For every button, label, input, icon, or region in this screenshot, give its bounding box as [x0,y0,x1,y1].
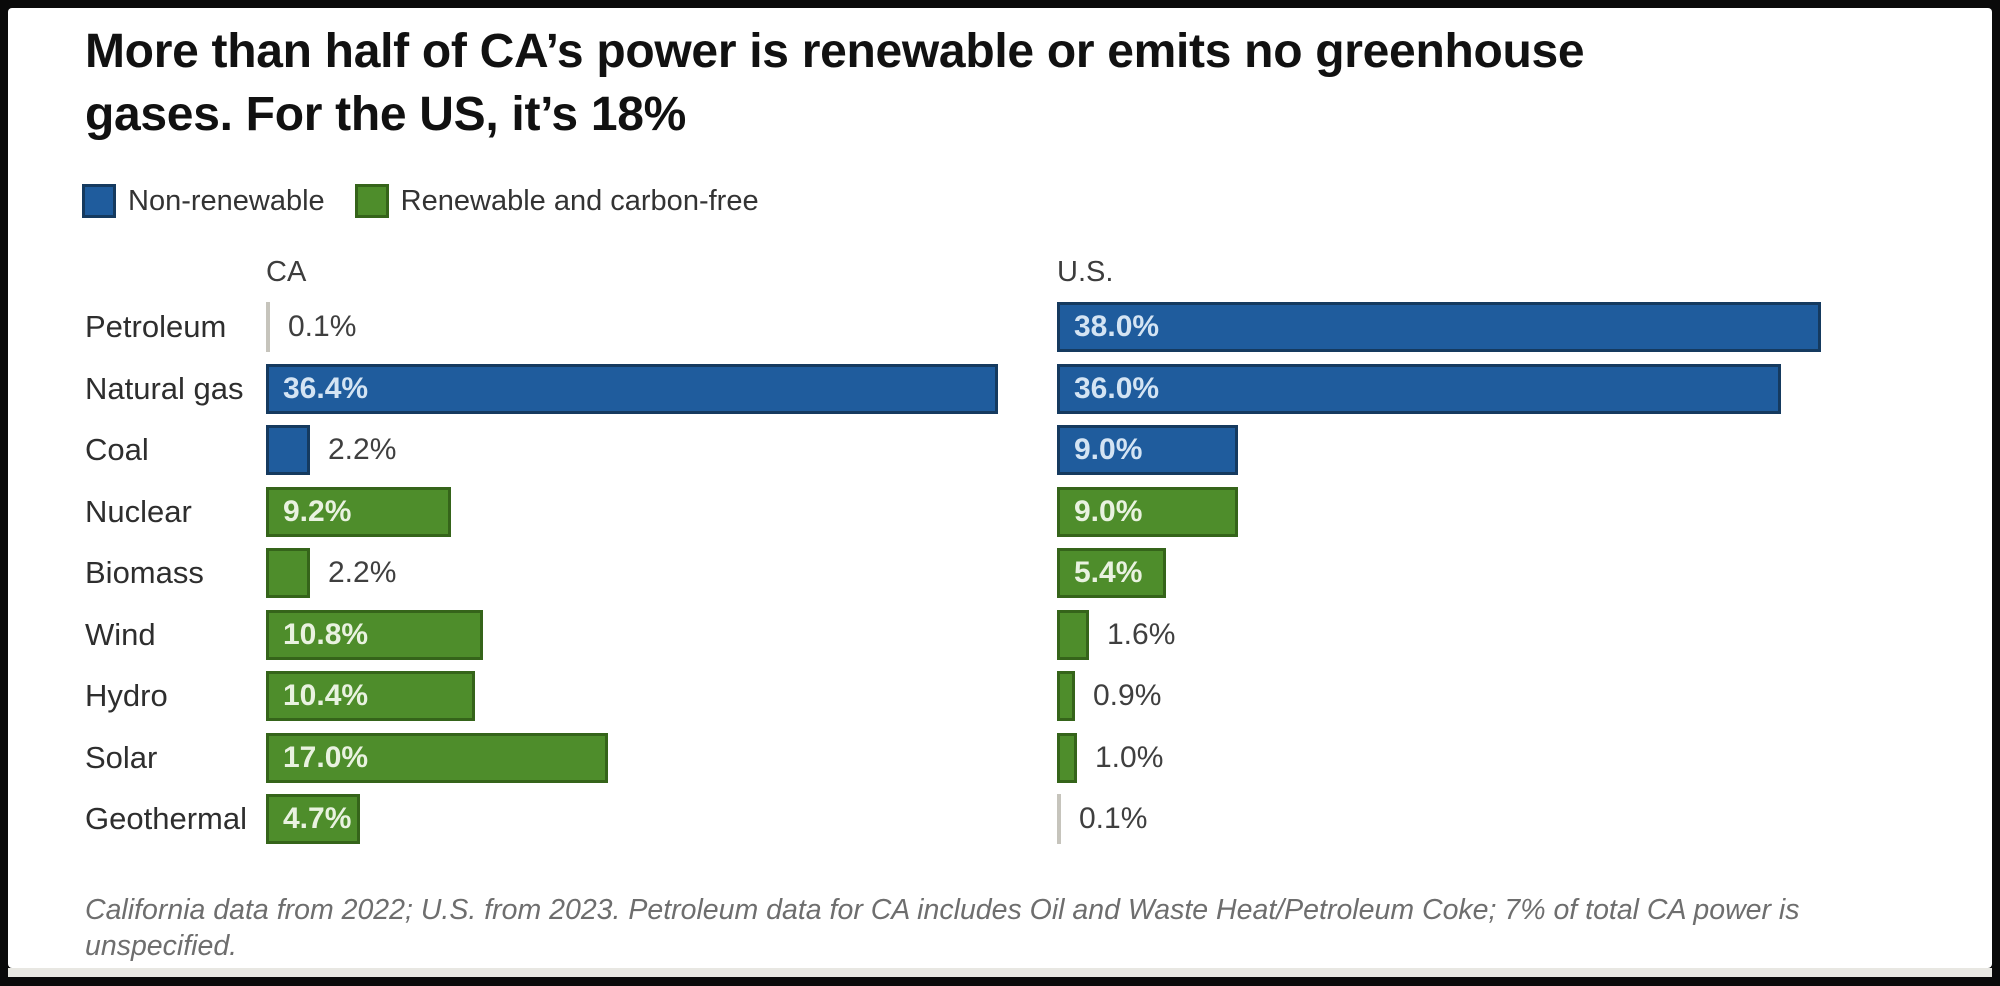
value-label-u-s--nuclear: 9.0% [1074,495,1143,528]
bar-ca-geothermal: 4.7% [266,794,360,844]
value-label-u-s--natural-gas: 36.0% [1074,372,1160,405]
category-label-petroleum: Petroleum [85,309,227,344]
value-label-u-s--geothermal: 0.1% [1079,802,1148,835]
legend-item-renewable: Renewable and carbon-free [354,184,759,218]
chart-title-line2: gases. For the US, it’s 18% [85,88,686,141]
legend-item-nonrenewable: Non-renewable [82,184,325,218]
bar-u-s--hydro [1057,671,1075,721]
category-label-natural-gas: Natural gas [85,371,244,406]
bar-u-s--natural-gas: 36.0% [1057,364,1781,414]
bar-ca-coal [266,425,310,475]
value-label-ca-biomass: 2.2% [328,556,397,589]
value-label-ca-coal: 2.2% [328,433,397,466]
bar-u-s--nuclear: 9.0% [1057,487,1238,537]
bar-u-s--petroleum: 38.0% [1057,302,1821,352]
chart-card: More than half of CA’s power is renewabl… [8,8,1992,968]
chart-title-line1: More than half of CA’s power is renewabl… [85,25,1585,78]
bar-u-s--coal: 9.0% [1057,425,1238,475]
category-label-coal: Coal [85,432,149,467]
bar-ca-natural-gas: 36.4% [266,364,998,414]
bar-u-s--biomass: 5.4% [1057,548,1166,598]
value-label-u-s--wind: 1.6% [1107,618,1176,651]
legend-label-nonrenewable: Non-renewable [128,184,325,217]
bar-u-s--geothermal [1057,794,1061,844]
value-label-u-s--coal: 9.0% [1074,433,1143,466]
category-label-geothermal: Geothermal [85,801,247,836]
renewable-swatch-icon [354,184,389,218]
value-label-ca-petroleum: 0.1% [288,310,357,343]
bar-ca-hydro: 10.4% [266,671,475,721]
bar-ca-wind: 10.8% [266,610,483,660]
column-header-ca: CA [266,256,307,288]
bar-ca-solar: 17.0% [266,733,608,783]
value-label-ca-hydro: 10.4% [283,679,369,712]
category-label-solar: Solar [85,740,158,775]
legend: Non-renewable Renewable and carbon-free [82,184,759,218]
category-label-hydro: Hydro [85,678,168,713]
bar-ca-biomass [266,548,310,598]
value-label-ca-geothermal: 4.7% [283,802,352,835]
category-label-nuclear: Nuclear [85,494,192,529]
bar-ca-petroleum [266,302,270,352]
bottom-strip [8,968,1992,977]
footnote: California data from 2022; U.S. from 202… [85,894,1800,962]
category-label-wind: Wind [85,617,156,652]
legend-label-renewable: Renewable and carbon-free [400,184,759,217]
bar-u-s--solar [1057,733,1077,783]
nonrenewable-swatch-icon [82,184,116,218]
column-header-us: U.S. [1057,256,1114,288]
value-label-u-s--petroleum: 38.0% [1074,310,1160,343]
value-label-ca-wind: 10.8% [283,618,369,651]
bar-ca-nuclear: 9.2% [266,487,451,537]
bar-u-s--wind [1057,610,1089,660]
value-label-u-s--solar: 1.0% [1095,741,1164,774]
value-label-ca-nuclear: 9.2% [283,495,352,528]
value-label-ca-solar: 17.0% [283,741,369,774]
value-label-u-s--hydro: 0.9% [1093,679,1162,712]
value-label-ca-natural-gas: 36.4% [283,372,369,405]
value-label-u-s--biomass: 5.4% [1074,556,1143,589]
chart-title: More than half of CA’s power is renewabl… [85,20,1785,146]
category-label-biomass: Biomass [85,555,204,590]
